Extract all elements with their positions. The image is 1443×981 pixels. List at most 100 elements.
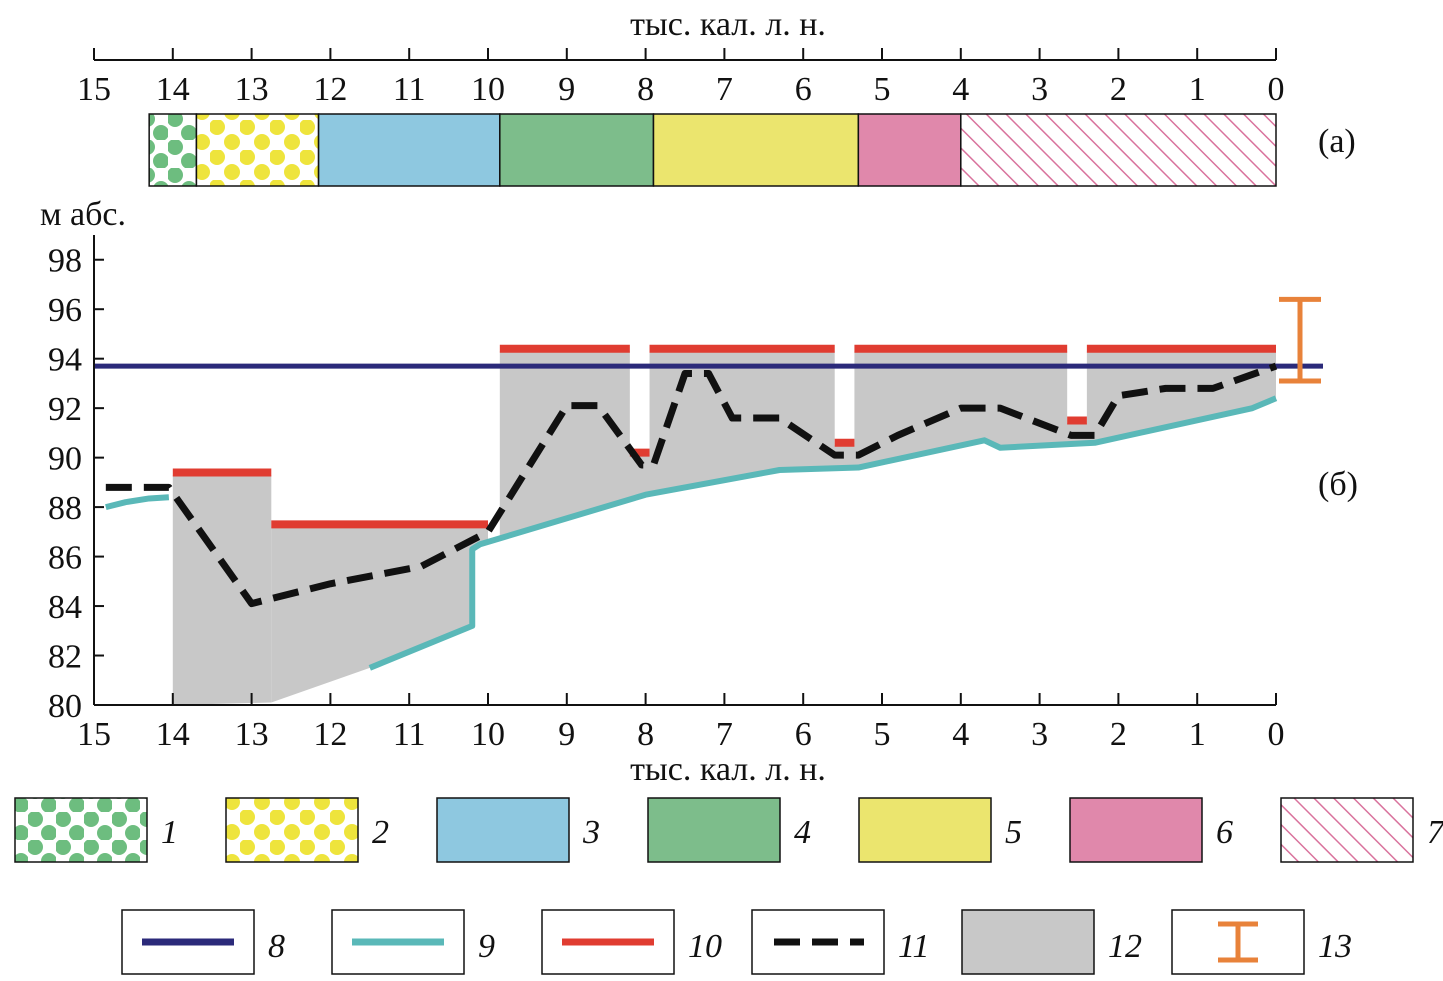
legend-swatch [436, 797, 570, 863]
uncertainty-area [271, 526, 488, 703]
legend-swatch [1280, 797, 1414, 863]
uncertainty-area [499, 351, 1276, 540]
y-tick-label: 84 [48, 589, 82, 626]
x-tick-label: 0 [1268, 716, 1285, 753]
legend-number: 1 [161, 814, 178, 851]
legend-item-4: 4 [647, 797, 811, 863]
top-tick-label: 11 [393, 71, 426, 108]
y-tick-label: 86 [48, 540, 82, 577]
x-tick-label: 1 [1189, 716, 1206, 753]
x-tick-label: 9 [558, 716, 575, 753]
legend-number: 8 [268, 928, 285, 965]
y-tick-label: 92 [48, 391, 82, 428]
y-tick-label: 90 [48, 441, 82, 478]
top-tick-label: 8 [637, 71, 654, 108]
top-tick-label: 3 [1031, 71, 1048, 108]
x-tick-label: 14 [156, 716, 190, 753]
legend-number: 3 [582, 814, 600, 851]
period-segment-5 [652, 113, 860, 187]
legend-item-2: 2 [225, 797, 389, 863]
legend-swatch [647, 797, 781, 863]
y-tick-label: 96 [48, 292, 82, 329]
legend-number: 12 [1108, 928, 1142, 965]
period-segment-6 [857, 113, 962, 187]
x-axis-title: тыс. кал. л. н. [630, 751, 826, 788]
top-tick-label: 2 [1110, 71, 1127, 108]
y-axis-title: м абс. [40, 196, 126, 233]
legend-swatch [961, 909, 1095, 975]
legend-item-3: 3 [436, 797, 600, 863]
top-tick-label: 15 [77, 71, 111, 108]
legend-number: 11 [898, 928, 929, 965]
legend-item-7: 7 [1280, 797, 1443, 863]
legend-row-2: 8 9 10 11 12 13 [121, 909, 1352, 975]
legend-item-5: 5 [858, 797, 1022, 863]
y-tick-label: 94 [48, 342, 82, 379]
error-bar [1279, 296, 1321, 384]
top-tick-label: 5 [874, 71, 891, 108]
top-tick-label: 9 [558, 71, 575, 108]
plot-area [94, 296, 1323, 705]
panel-a-bar [148, 113, 1277, 187]
legend-number: 13 [1318, 928, 1352, 965]
legend-swatch [858, 797, 992, 863]
top-tick-label: 6 [795, 71, 812, 108]
legend-row-1: 1 2 3 4 5 6 7 [14, 797, 1443, 863]
legend-item-8: 8 [121, 909, 285, 975]
x-tick-label: 4 [952, 716, 969, 753]
legend-item-9: 9 [331, 909, 495, 975]
top-tick-label: 7 [716, 71, 733, 108]
y-tick-label: 98 [48, 243, 82, 280]
legend-swatch [225, 797, 359, 863]
legend-item-6: 6 [1069, 797, 1233, 863]
legend-swatch [1069, 797, 1203, 863]
legend-item-13: 13 [1171, 909, 1352, 975]
x-tick-label: 11 [393, 716, 426, 753]
legend-item-10: 10 [541, 909, 722, 975]
top-tick-label: 12 [313, 71, 347, 108]
period-segment-2 [195, 113, 320, 187]
legend-number: 2 [372, 814, 389, 851]
legend-number: 6 [1216, 814, 1233, 851]
legend-item-11: 11 [751, 909, 929, 975]
period-segment-3 [317, 113, 501, 187]
top-axis-ticks: 15 14 13 12 11 10 9 8 7 6 5 4 3 2 1 0 [77, 48, 1285, 108]
legend-swatch [14, 797, 148, 863]
x-tick-label: 10 [471, 716, 505, 753]
x-tick-label: 3 [1031, 716, 1048, 753]
top-axis: тыс. кал. л. н. 15 14 13 12 11 10 9 8 7 6 5 4 3 2 1 0 [77, 6, 1285, 108]
x-tick-label: 8 [637, 716, 654, 753]
top-axis-title: тыс. кал. л. н. [630, 6, 826, 43]
y-tick-label: 82 [48, 639, 82, 676]
y-tick-label: 80 [48, 688, 82, 725]
legend-number: 9 [478, 928, 495, 965]
panel-a-label: (а) [1318, 123, 1356, 160]
x-tick-label: 13 [235, 716, 269, 753]
top-tick-label: 4 [952, 71, 969, 108]
y-tick-label: 88 [48, 490, 82, 527]
panel-b-label: (б) [1318, 466, 1358, 503]
top-tick-label: 10 [471, 71, 505, 108]
legend-number: 4 [794, 814, 811, 851]
x-tick-label: 7 [716, 716, 733, 753]
top-tick-label: 0 [1268, 71, 1285, 108]
legend-item-12: 12 [961, 909, 1142, 975]
legend-number: 5 [1005, 814, 1022, 851]
top-tick-label: 1 [1189, 71, 1206, 108]
legend-item-1: 1 [14, 797, 178, 863]
x-tick-label: 15 [77, 716, 111, 753]
dashed-level-curve [105, 362, 1278, 608]
x-tick-label: 6 [795, 716, 812, 753]
teal-level-line [105, 494, 170, 511]
x-tick-label: 2 [1110, 716, 1127, 753]
top-tick-label: 13 [235, 71, 269, 108]
period-segment-1 [148, 113, 198, 187]
teal-level-line [368, 395, 1278, 671]
top-tick-label: 14 [156, 71, 190, 108]
x-tick-label: 12 [313, 716, 347, 753]
legend-number: 10 [688, 928, 722, 965]
period-segment-4 [499, 113, 655, 187]
x-tick-label: 5 [874, 716, 891, 753]
